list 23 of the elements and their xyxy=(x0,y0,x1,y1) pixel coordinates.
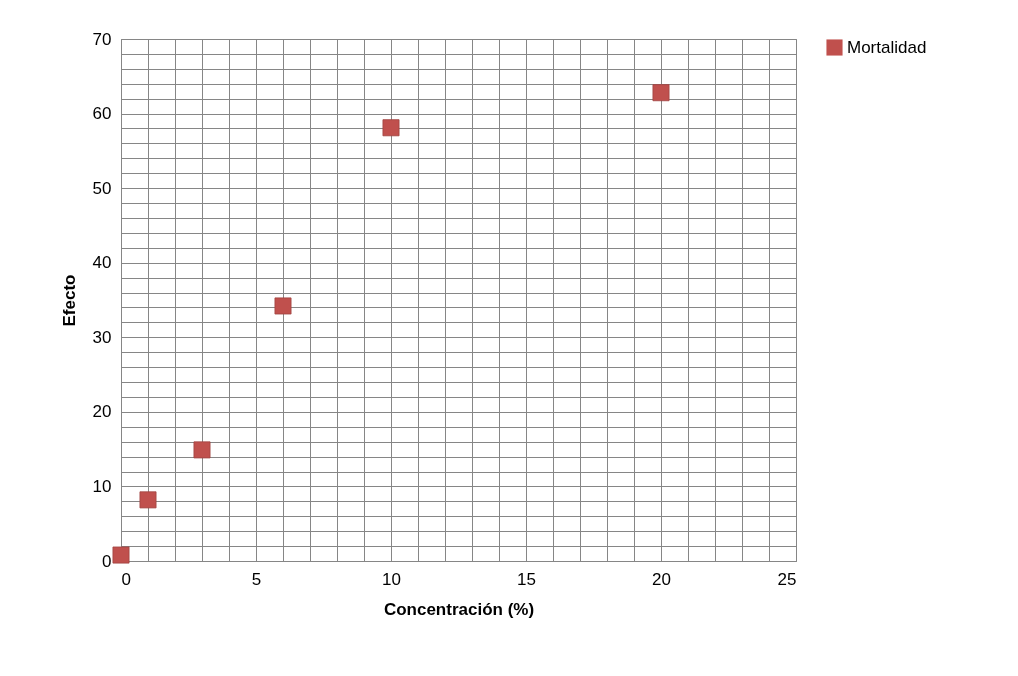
x-tick-label: 25 xyxy=(777,569,797,589)
legend-label: Mortalidad xyxy=(847,37,927,57)
x-tick-label: 15 xyxy=(517,569,536,589)
y-tick-label: 50 xyxy=(92,178,112,198)
point xyxy=(193,441,211,459)
x-tick-label: 0 xyxy=(121,569,131,589)
y-tick-label: 40 xyxy=(92,253,112,273)
point xyxy=(382,119,400,137)
y-tick-label: 0 xyxy=(102,551,112,571)
point xyxy=(274,297,292,315)
point xyxy=(112,546,130,564)
point xyxy=(652,84,670,102)
x-tick-label: 20 xyxy=(652,569,671,589)
y-tick-label: 70 xyxy=(92,29,112,49)
y-axis-title: Efecto xyxy=(59,274,79,327)
x-axis-title: Concentración (%) xyxy=(383,599,535,619)
y-tick-label: 10 xyxy=(92,476,112,496)
x-tick-label: 10 xyxy=(382,569,401,589)
y-tick-label: 20 xyxy=(92,402,112,422)
point xyxy=(139,491,157,509)
x-tick-label: 5 xyxy=(251,569,262,589)
y-tick-label: 30 xyxy=(92,327,112,347)
y-tick-label: 60 xyxy=(92,104,112,124)
